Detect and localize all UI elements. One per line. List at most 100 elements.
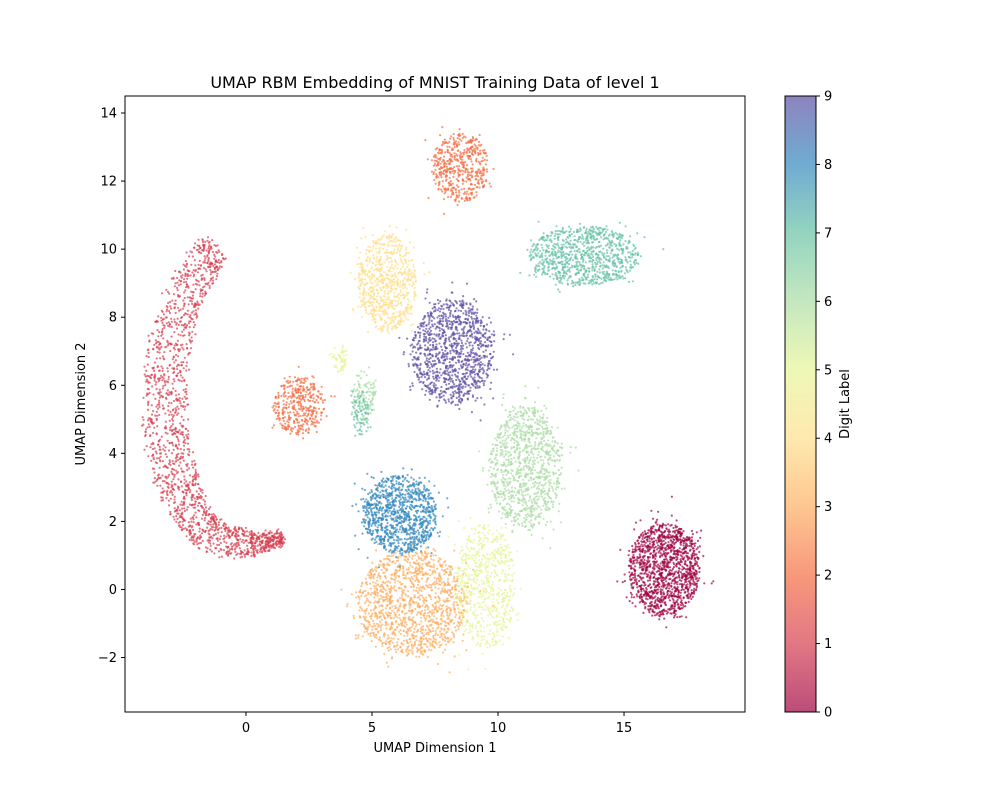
data-point — [307, 412, 310, 415]
data-point — [369, 587, 372, 590]
data-point — [159, 476, 162, 479]
data-point — [190, 539, 193, 542]
data-point — [301, 394, 304, 397]
data-point — [630, 596, 633, 599]
data-point — [446, 151, 450, 154]
data-point — [646, 540, 649, 543]
data-point — [627, 564, 630, 567]
data-point — [677, 561, 680, 564]
data-point — [289, 384, 292, 387]
data-point — [380, 597, 383, 600]
data-point — [689, 578, 693, 581]
data-point — [427, 594, 430, 597]
data-point — [359, 616, 362, 619]
data-point — [317, 396, 320, 399]
data-point — [693, 549, 696, 552]
data-point — [660, 592, 663, 595]
data-point — [172, 419, 175, 422]
data-point — [268, 548, 271, 551]
data-point — [174, 269, 177, 273]
data-point — [430, 170, 434, 173]
data-point — [180, 276, 183, 279]
data-point — [453, 600, 456, 604]
data-point — [456, 137, 459, 140]
data-point — [194, 468, 197, 471]
data-point — [153, 361, 156, 364]
data-point — [681, 552, 684, 555]
data-point — [393, 585, 396, 588]
data-point — [451, 568, 454, 571]
data-point — [633, 559, 636, 562]
data-point — [143, 448, 146, 451]
data-point — [208, 513, 211, 516]
data-point — [271, 406, 274, 409]
data-point — [658, 549, 661, 553]
data-point — [437, 626, 440, 629]
data-point — [228, 536, 231, 540]
data-point — [302, 385, 305, 388]
data-point — [415, 613, 418, 616]
data-point — [162, 384, 165, 388]
data-point — [195, 474, 198, 477]
data-point — [233, 557, 236, 560]
data-point — [212, 542, 215, 545]
data-point — [637, 574, 640, 577]
data-point — [651, 608, 654, 611]
data-point — [234, 547, 237, 550]
data-point — [154, 450, 157, 453]
data-point — [206, 255, 209, 258]
data-point — [197, 248, 200, 251]
data-point — [159, 377, 162, 380]
data-point — [202, 266, 205, 269]
data-point — [376, 588, 379, 591]
data-point — [674, 613, 677, 616]
data-point — [186, 403, 189, 406]
data-point — [295, 396, 298, 399]
data-point — [243, 555, 247, 558]
data-point — [378, 636, 381, 639]
data-point — [643, 601, 646, 604]
data-point — [428, 628, 431, 632]
data-point — [684, 560, 687, 563]
data-point — [179, 503, 182, 506]
data-point — [154, 397, 157, 400]
data-point — [451, 182, 454, 185]
data-point — [439, 622, 442, 625]
data-point — [162, 337, 165, 340]
data-point — [409, 629, 413, 632]
data-point — [207, 266, 210, 269]
data-point — [398, 613, 401, 617]
data-point — [638, 601, 642, 604]
data-point — [177, 440, 180, 443]
data-point — [435, 638, 438, 641]
data-point — [354, 634, 357, 637]
data-point — [179, 283, 182, 286]
data-point — [414, 595, 417, 599]
data-point — [244, 539, 247, 543]
data-point — [409, 618, 412, 621]
data-point — [355, 596, 358, 599]
data-point — [374, 582, 377, 585]
data-point — [179, 374, 182, 377]
data-point — [693, 574, 696, 577]
data-point — [404, 559, 407, 562]
data-point — [695, 531, 698, 534]
data-point — [679, 532, 682, 535]
data-point — [179, 280, 182, 283]
data-point — [650, 529, 653, 532]
data-point — [465, 192, 468, 195]
data-point — [449, 621, 452, 624]
data-point — [674, 549, 677, 553]
data-point — [655, 539, 658, 542]
data-point — [384, 577, 387, 580]
data-point — [375, 549, 378, 552]
data-point — [434, 632, 437, 635]
data-point — [183, 478, 186, 481]
data-point — [277, 542, 280, 546]
data-point — [477, 151, 480, 154]
data-point — [147, 375, 150, 378]
data-point — [163, 426, 166, 430]
data-point — [406, 634, 409, 637]
data-point — [650, 532, 653, 536]
data-point — [210, 513, 213, 516]
